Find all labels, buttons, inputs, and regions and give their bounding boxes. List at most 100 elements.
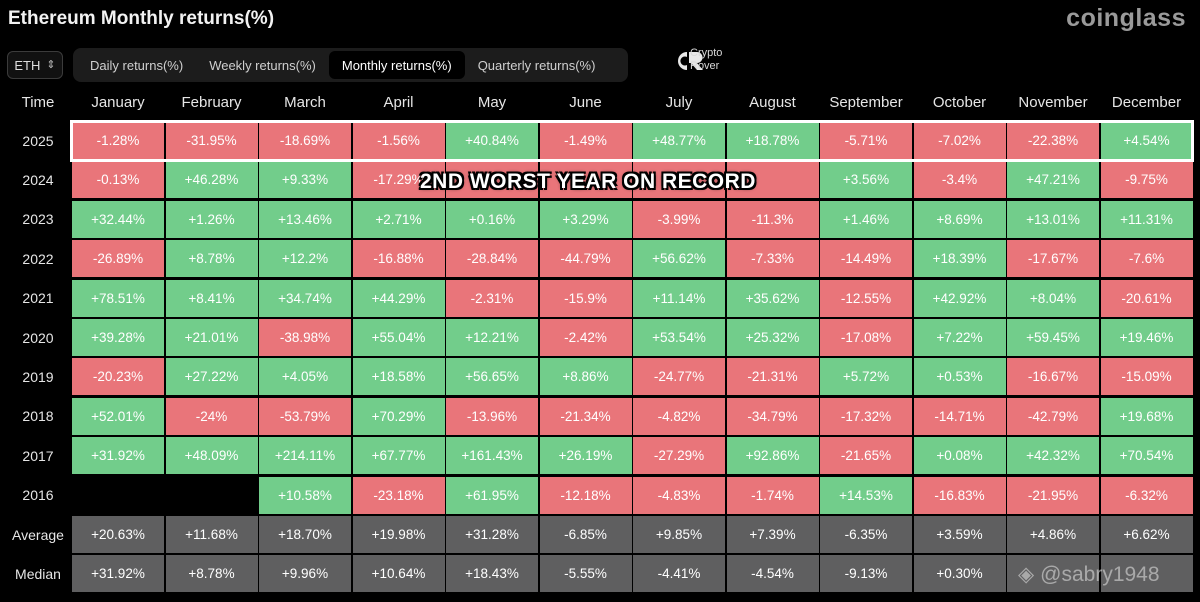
- column-header-october: October: [932, 93, 987, 111]
- cell-2022-january: -26.89%: [72, 240, 164, 278]
- cell-2017-november: +42.32%: [1007, 437, 1099, 475]
- cell-2024-april: -17.29%: [352, 161, 445, 199]
- cell-2025-october: -7.02%: [913, 122, 1006, 159]
- cell-2021-january: +78.51%: [72, 279, 164, 317]
- cell-2019-july: -24.77%: [633, 358, 725, 396]
- cell-average-november: +4.86%: [1007, 516, 1099, 553]
- cell-2021-march: +34.74%: [259, 279, 351, 317]
- cell-2018-june: -21.34%: [539, 397, 632, 435]
- tab-daily[interactable]: Daily returns(%): [90, 57, 184, 73]
- cell-2019-may: +56.65%: [446, 358, 538, 396]
- cell-2024-august: [726, 161, 819, 199]
- cell-median-february: +8.78%: [165, 555, 258, 593]
- row-label-2020: 2020: [22, 329, 54, 346]
- cell-average-february: +11.68%: [165, 516, 258, 553]
- cell-2018-august: -34.79%: [726, 397, 819, 435]
- cell-2016-september: +14.53%: [820, 476, 912, 514]
- cell-2020-august: +25.32%: [726, 319, 819, 356]
- column-header-time: Time: [21, 93, 55, 111]
- cell-2021-july: +11.14%: [633, 279, 725, 317]
- cell-2016-november: -21.95%: [1007, 476, 1099, 514]
- page-title: Ethereum Monthly returns(%): [8, 8, 275, 29]
- cell-2021-april: +44.29%: [352, 279, 445, 317]
- cell-2019-june: +8.86%: [539, 358, 632, 396]
- row-label-2024: 2024: [22, 171, 54, 188]
- cell-2024-june: [539, 161, 632, 199]
- row-label-2021: 2021: [22, 290, 54, 307]
- cell-2025-april: -1.56%: [352, 122, 445, 159]
- cell-2025-march: -18.69%: [259, 122, 351, 159]
- cell-2024-march: +9.33%: [259, 161, 351, 199]
- cell-median-may: +18.43%: [446, 555, 538, 593]
- cell-2025-june: -1.49%: [539, 122, 632, 159]
- cell-2017-december: +70.54%: [1100, 437, 1193, 475]
- cell-2016-august: -1.74%: [726, 476, 819, 514]
- tab-quarterly[interactable]: Quarterly returns(%): [477, 57, 596, 73]
- cell-2016-may: +61.95%: [446, 476, 538, 514]
- cell-2018-april: +70.29%: [352, 397, 445, 435]
- cell-2023-june: +3.29%: [539, 200, 632, 238]
- crypto-rover-label: Crypto Rover: [690, 47, 723, 72]
- cell-2024-october: -3.4%: [913, 161, 1006, 199]
- cell-median-july: -4.41%: [633, 555, 725, 593]
- returns-tabs: Daily returns(%) Weekly returns(%) Month…: [73, 48, 628, 82]
- asset-select[interactable]: ETH ⇕: [7, 51, 63, 79]
- row-label-2022: 2022: [22, 250, 54, 267]
- cell-2017-august: +92.86%: [726, 437, 819, 475]
- cell-2024-december: -9.75%: [1100, 161, 1193, 199]
- cell-median-december: [1100, 555, 1193, 593]
- cell-2023-august: -11.3%: [726, 200, 819, 238]
- cell-2020-june: -2.42%: [539, 319, 632, 356]
- cell-2024-september: +3.56%: [820, 161, 912, 199]
- cell-2022-october: +18.39%: [913, 240, 1006, 278]
- cell-average-april: +19.98%: [352, 516, 445, 553]
- cell-2023-september: +1.46%: [820, 200, 912, 238]
- cell-2025-november: -22.38%: [1007, 122, 1099, 159]
- cell-2017-june: +26.19%: [539, 437, 632, 475]
- cell-2021-november: +8.04%: [1007, 279, 1099, 317]
- cell-2021-june: -15.9%: [539, 279, 632, 317]
- tab-weekly[interactable]: Weekly returns(%): [209, 57, 316, 73]
- column-header-july: July: [665, 93, 693, 111]
- cell-2016-july: -4.83%: [633, 476, 725, 514]
- cell-2021-august: +35.62%: [726, 279, 819, 317]
- cell-2022-june: -44.79%: [539, 240, 632, 278]
- cell-2022-november: -17.67%: [1007, 240, 1099, 278]
- column-header-june: June: [569, 93, 602, 111]
- cell-2024-february: +46.28%: [165, 161, 258, 199]
- tab-monthly[interactable]: Monthly returns(%): [328, 51, 465, 79]
- cell-2024-july: [633, 161, 725, 199]
- cell-2021-february: +8.41%: [165, 279, 258, 317]
- cell-2021-may: -2.31%: [446, 279, 538, 317]
- cell-2016-december: -6.32%: [1100, 476, 1193, 514]
- cell-average-march: +18.70%: [259, 516, 351, 553]
- column-header-february: February: [181, 93, 242, 111]
- cell-2020-february: +21.01%: [165, 319, 258, 356]
- cell-2016-june: -12.18%: [539, 476, 632, 514]
- cell-average-october: +3.59%: [913, 516, 1006, 553]
- cell-2018-november: -42.79%: [1007, 397, 1099, 435]
- cell-2016-january: [72, 477, 164, 514]
- cell-2025-february: -31.95%: [165, 122, 258, 159]
- cell-2023-december: +11.31%: [1100, 200, 1193, 238]
- cell-2019-march: +4.05%: [259, 358, 351, 396]
- row-label-2019: 2019: [22, 368, 54, 385]
- cell-2019-september: +5.72%: [820, 358, 912, 396]
- cell-2023-march: +13.46%: [259, 200, 351, 238]
- cell-2022-december: -7.6%: [1100, 240, 1193, 278]
- cell-2019-december: -15.09%: [1100, 358, 1193, 396]
- cell-2020-july: +53.54%: [633, 319, 725, 356]
- column-header-november: November: [1018, 93, 1088, 111]
- cell-2020-november: +59.45%: [1007, 319, 1099, 356]
- cell-median-march: +9.96%: [259, 555, 351, 593]
- row-label-median: Median: [15, 565, 61, 582]
- cell-2020-january: +39.28%: [72, 319, 164, 356]
- cell-average-june: -6.85%: [539, 516, 632, 553]
- cell-average-may: +31.28%: [446, 516, 538, 553]
- chevron-updown-icon: ⇕: [46, 58, 56, 71]
- cell-2018-may: -13.96%: [446, 397, 538, 435]
- cell-2023-april: +2.71%: [352, 200, 445, 238]
- cell-2019-january: -20.23%: [72, 358, 164, 396]
- cell-2018-december: +19.68%: [1100, 397, 1193, 435]
- cell-2022-september: -14.49%: [820, 240, 912, 278]
